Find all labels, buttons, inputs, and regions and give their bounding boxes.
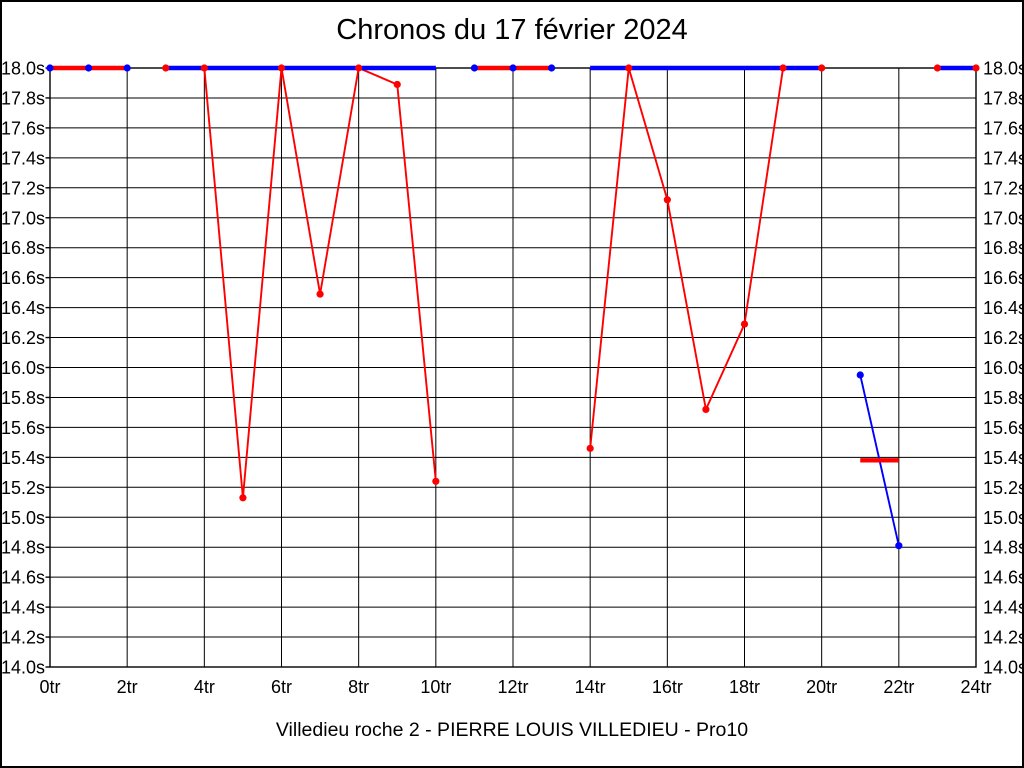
y-tick-label-left: 16.0s: [2, 358, 45, 378]
y-tick-label-right: 16.8s: [983, 238, 1024, 258]
chrono-rouge-point: [972, 64, 980, 72]
x-tick-label: 18tr: [729, 677, 760, 697]
y-tick-label-left: 15.4s: [2, 448, 45, 468]
x-tick-label: 20tr: [806, 677, 837, 697]
y-tick-label-right: 16.4s: [983, 298, 1024, 318]
chrono-bleu-point: [470, 64, 479, 72]
chrono-rouge-line-segment: [165, 67, 437, 499]
y-tick-label-right: 15.4s: [983, 448, 1024, 468]
chrono-rouge-line-segment: [589, 67, 822, 449]
chrono-bleu-point: [856, 371, 864, 379]
y-tick-label-left: 17.6s: [2, 118, 45, 138]
chrono-bleu-point: [509, 64, 517, 72]
chrono-rouge-point: [316, 290, 324, 298]
chart-title: Chronos du 17 février 2024: [336, 14, 688, 46]
chrono-rouge-point: [663, 196, 671, 204]
y-tick-label-right: 15.6s: [983, 418, 1024, 438]
y-tick-label-left: 16.2s: [2, 328, 45, 348]
chrono-bleu-point: [84, 64, 93, 72]
x-tick-label: 4tr: [194, 677, 215, 697]
chrono-rouge-point: [702, 405, 710, 414]
chrono-rouge-point: [818, 64, 826, 72]
chrono-rouge-point: [239, 494, 247, 502]
chrono-rouge-point: [162, 64, 170, 72]
y-tick-label-left: 14.0s: [2, 658, 45, 678]
y-tick-label-left: 16.4s: [2, 298, 45, 318]
x-tick-label: 24tr: [960, 677, 991, 697]
y-tick-label-left: 16.6s: [2, 268, 45, 288]
chrono-rouge-point: [779, 64, 787, 72]
y-tick-label-right: 14.0s: [983, 658, 1024, 678]
x-tick-label: 16tr: [652, 677, 683, 697]
chrono-bleu-point: [547, 64, 556, 72]
y-tick-label-right: 18.0s: [983, 59, 1024, 79]
x-tick-label: 12tr: [497, 677, 528, 697]
chrono-bleu-point: [46, 64, 54, 72]
chrono-rouge-point: [355, 64, 363, 72]
y-tick-label-right: 15.8s: [983, 388, 1024, 408]
y-tick-label-right: 16.2s: [983, 328, 1024, 348]
y-tick-label-right: 17.0s: [983, 208, 1024, 228]
chrono-rouge-point: [393, 80, 401, 89]
y-tick-label-left: 17.8s: [2, 88, 45, 108]
chrono-bleu-point: [123, 64, 131, 72]
y-tick-label-left: 17.2s: [2, 178, 45, 198]
y-tick-label-right: 17.2s: [983, 178, 1024, 198]
chrono-rouge-point: [740, 320, 749, 328]
y-tick-label-left: 16.8s: [2, 238, 45, 258]
x-tick-label: 14tr: [575, 677, 606, 697]
y-tick-label-right: 15.2s: [983, 478, 1024, 498]
x-tick-label: 22tr: [883, 677, 914, 697]
y-tick-label-right: 17.8s: [983, 88, 1024, 108]
chrono-rouge-point: [200, 64, 208, 72]
x-tick-label: 10tr: [420, 677, 451, 697]
y-tick-label-right: 15.0s: [983, 508, 1024, 528]
chrono-rouge-point: [432, 477, 440, 485]
chrono-rouge-point: [625, 64, 633, 72]
chrono-rouge-point: [277, 64, 286, 72]
x-tick-label: 8tr: [348, 677, 369, 697]
x-tick-label: 2tr: [117, 677, 138, 697]
y-tick-label-left: 14.2s: [2, 628, 45, 648]
y-tick-label-right: 14.8s: [983, 538, 1024, 558]
y-tick-label-left: 15.2s: [2, 478, 45, 498]
x-tick-label: 0tr: [39, 677, 60, 697]
y-tick-label-right: 14.2s: [983, 628, 1024, 648]
y-tick-label-right: 17.6s: [983, 118, 1024, 138]
y-tick-label-right: 16.0s: [983, 358, 1024, 378]
y-tick-label-left: 14.4s: [2, 598, 45, 618]
chrono-rouge-point: [586, 444, 594, 452]
y-tick-label-right: 17.4s: [983, 148, 1024, 168]
y-tick-label-left: 14.6s: [2, 568, 45, 588]
y-tick-label-left: 17.0s: [2, 208, 45, 228]
chrono-bleu-point: [895, 542, 903, 550]
y-tick-label-left: 15.8s: [2, 388, 45, 408]
y-tick-label-right: 14.6s: [983, 568, 1024, 588]
y-tick-label-right: 16.6s: [983, 268, 1024, 288]
y-tick-label-left: 14.8s: [2, 538, 45, 558]
x-tick-label: 6tr: [271, 677, 292, 697]
y-tick-label-left: 15.6s: [2, 418, 45, 438]
y-tick-label-left: 18.0s: [2, 59, 45, 79]
chart-footer: Villedieu roche 2 - PIERRE LOUIS VILLEDI…: [275, 719, 749, 741]
y-tick-label-left: 17.4s: [2, 148, 45, 168]
y-tick-label-left: 15.0s: [2, 508, 45, 528]
y-tick-label-right: 14.4s: [983, 598, 1024, 618]
chrono-rouge-point: [933, 64, 942, 72]
